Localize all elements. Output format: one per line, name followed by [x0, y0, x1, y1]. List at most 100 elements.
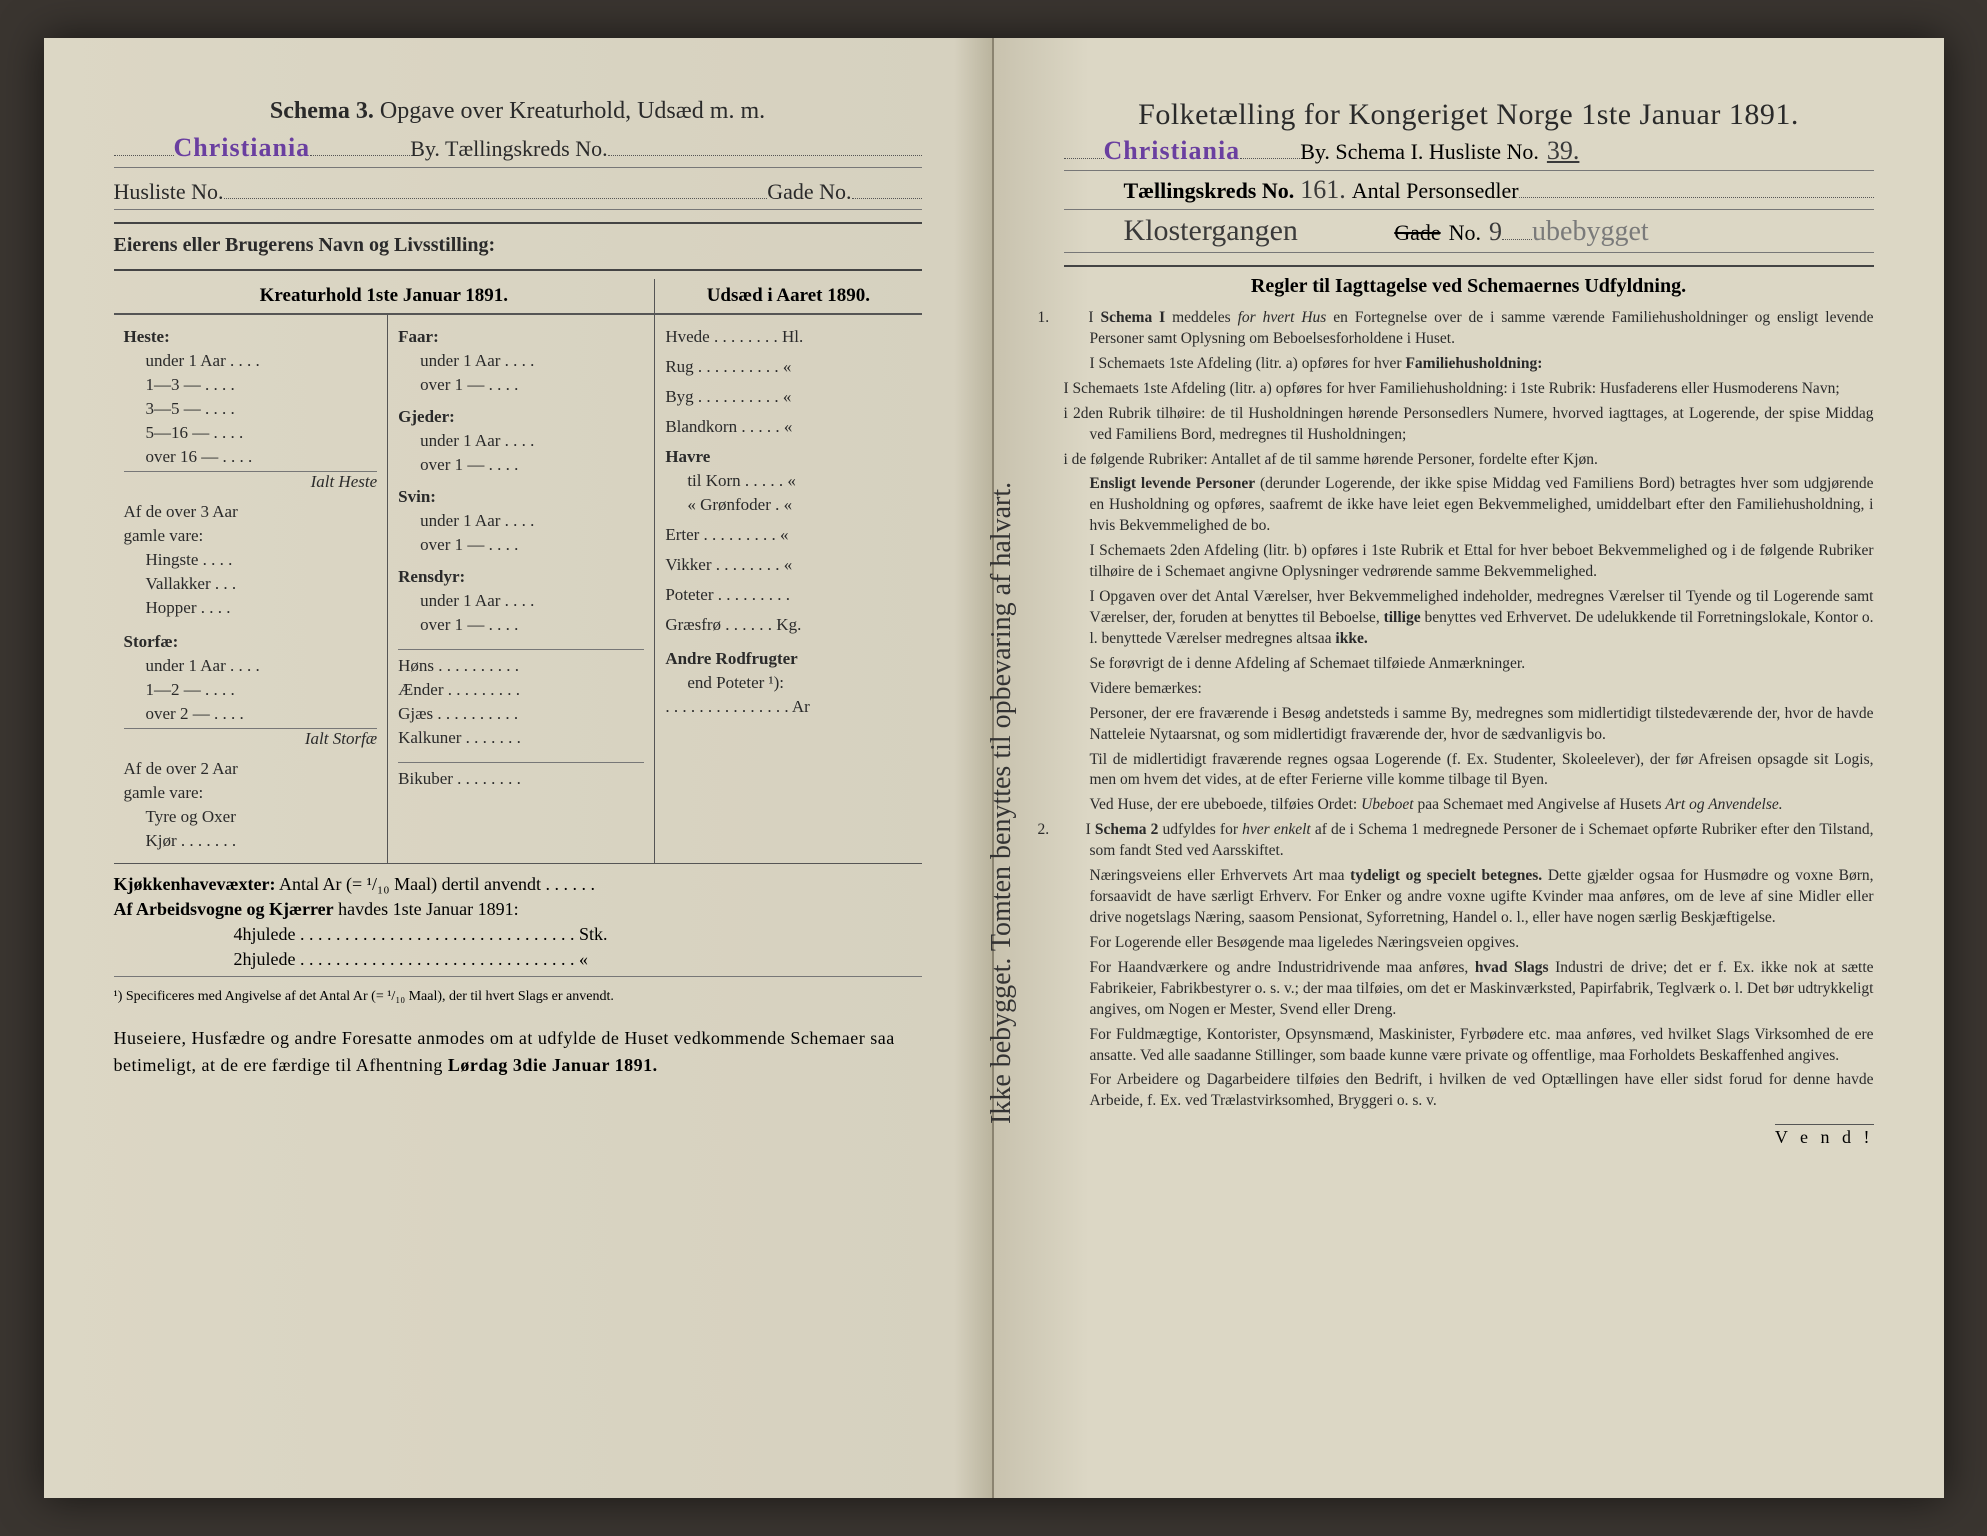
- ubebygget-hand: ubebygget: [1532, 216, 1649, 248]
- right-title: Folketælling for Kongeriget Norge 1ste J…: [1064, 98, 1874, 132]
- heste-r3: 5—16 — . . . .: [124, 423, 378, 443]
- rensdyr-r0: under 1 Aar . . . .: [398, 591, 644, 611]
- gamle-vare2: gamle vare:: [124, 783, 378, 803]
- rule-p11: Til de midlertidigt fraværende regnes og…: [1064, 750, 1874, 792]
- af-over2: Af de over 2 Aar: [124, 759, 378, 779]
- gjaes: Gjæs . . . . . . . . . .: [398, 704, 644, 724]
- book-spread: Schema 3. Opgave over Kreaturhold, Udsæd…: [44, 38, 1944, 1498]
- gade-no-label: No.: [1449, 220, 1481, 246]
- right-line3: Klostergangen Gade No. 9 ubebygget: [1064, 214, 1874, 253]
- svin-head: Svin:: [398, 487, 436, 506]
- arbeidsvogne-b: Af Arbeidsvogne og Kjærrer: [114, 899, 334, 919]
- right-line1: Christiania By. Schema I. Husliste No. 3…: [1064, 136, 1874, 171]
- rule-p8: Se forøvrigt de i denne Afdeling af Sche…: [1064, 654, 1874, 675]
- blandkorn: Blandkorn . . . . . «: [665, 417, 911, 437]
- christiania-stamp-left: Christiania: [174, 133, 311, 163]
- col-c: Hvede . . . . . . . . Hl. Rug . . . . . …: [655, 315, 921, 863]
- rule-p15: For Logerende eller Besøgende maa ligele…: [1064, 933, 1874, 954]
- rensdyr-head: Rensdyr:: [398, 567, 465, 586]
- left-page: Schema 3. Opgave over Kreaturhold, Udsæd…: [44, 38, 994, 1498]
- col-b: Faar: under 1 Aar . . . . over 1 — . . .…: [388, 315, 655, 863]
- vend-label: V e n d !: [1775, 1124, 1874, 1148]
- rule-p10: Personer, der ere fraværende i Besøg and…: [1064, 704, 1874, 746]
- andre-head: Andre Rodfrugter: [665, 649, 797, 668]
- graesfro: Græsfrø . . . . . . Kg.: [665, 615, 911, 635]
- bikuber: Bikuber . . . . . . . .: [398, 769, 644, 789]
- gamle-vare: gamle vare:: [124, 526, 378, 546]
- heste-r2: 3—5 — . . . .: [124, 399, 378, 419]
- faar-head: Faar:: [398, 327, 439, 346]
- vallakker: Vallakker . . .: [124, 574, 378, 594]
- christiania-stamp-right: Christiania: [1104, 136, 1241, 166]
- gjeder-head: Gjeder:: [398, 407, 455, 426]
- fourhj: 4hjulede . . . . . . . . . . . . . . . .…: [114, 924, 922, 945]
- twohj: 2hjulede . . . . . . . . . . . . . . . .…: [114, 949, 922, 970]
- byg: Byg . . . . . . . . . . «: [665, 387, 911, 407]
- rule-p17: For Fuldmægtige, Kontorister, Opsynsmænd…: [1064, 1025, 1874, 1067]
- ialt-storfae: Ialt Storfæ: [124, 728, 378, 749]
- tyre: Tyre og Oxer: [124, 807, 378, 827]
- husliste-label: Husliste No.: [114, 179, 224, 205]
- right-page: Ikke bebygget. Tomten benyttes til opbev…: [994, 38, 1944, 1498]
- left-line1: Christiania By. Tællingskreds No.: [114, 133, 922, 168]
- havre-gron: « Grønfoder . «: [665, 495, 911, 515]
- heste-r1: 1—3 — . . . .: [124, 375, 378, 395]
- rule-p6: I Schemaets 2den Afdeling (litr. b) opfø…: [1064, 541, 1874, 583]
- eier-label: Eierens eller Brugerens Navn og Livsstil…: [114, 234, 922, 257]
- andre-sub: end Poteter ¹):: [665, 673, 911, 693]
- heste-head: Heste:: [124, 327, 170, 346]
- faar-r1: over 1 — . . . .: [398, 375, 644, 395]
- havre-korn: til Korn . . . . . «: [665, 471, 911, 491]
- by-tk-label: By. Tællingskreds No.: [410, 136, 607, 162]
- havre-head: Havre: [665, 447, 710, 466]
- af-over3: Af de over 3 Aar: [124, 502, 378, 522]
- ialt-heste: Ialt Heste: [124, 471, 378, 492]
- heste-r4: over 16 — . . . .: [124, 447, 378, 467]
- arbeidsvogne-rest: havdes 1ste Januar 1891:: [338, 899, 518, 919]
- rule-p9: Videre bemærkes:: [1064, 679, 1874, 700]
- hingste: Hingste . . . .: [124, 550, 378, 570]
- kjokken-label: Kjøkkenhavevæxter:: [114, 874, 276, 894]
- faar-r0: under 1 Aar . . . .: [398, 351, 644, 371]
- gade-label: Gade No.: [767, 179, 851, 205]
- kjokken-rest: Antal Ar (= ¹/₁₀ Maal) dertil anvendt . …: [279, 874, 595, 894]
- col-a: Heste: under 1 Aar . . . . 1—3 — . . . .…: [114, 315, 389, 863]
- tk-no: 161.: [1300, 175, 1346, 205]
- poteter: Poteter . . . . . . . . .: [665, 585, 911, 605]
- rule-p2: I Schemaets 1ste Afdeling (litr. a) opfø…: [1064, 379, 1874, 400]
- col-head-udsaed: Udsæd i Aaret 1890.: [655, 279, 921, 314]
- rule-p18: For Arbeidere og Dagarbeidere tilføies d…: [1064, 1070, 1874, 1112]
- rensdyr-r1: over 1 — . . . .: [398, 615, 644, 635]
- hvede: Hvede . . . . . . . . Hl.: [665, 327, 911, 347]
- hons: Høns . . . . . . . . . .: [398, 656, 644, 676]
- marginal-handwriting: Ikke bebygget. Tomten benyttes til opbev…: [986, 188, 1032, 1418]
- erter: Erter . . . . . . . . . «: [665, 525, 911, 545]
- closing-text: Huseiere, Husfædre og andre Foresatte an…: [114, 1025, 922, 1079]
- kalkuner: Kalkuner . . . . . . .: [398, 728, 644, 748]
- rules-head: Regler til Iagttagelse ved Schemaernes U…: [1064, 275, 1874, 298]
- storfae-head: Storfæ:: [124, 632, 179, 651]
- storfae-r0: under 1 Aar . . . .: [124, 656, 378, 676]
- gjeder-r1: over 1 — . . . .: [398, 455, 644, 475]
- heste-r0: under 1 Aar . . . .: [124, 351, 378, 371]
- schema3-label: Schema 3.: [270, 98, 374, 124]
- gade-no: 9: [1489, 217, 1502, 247]
- left-title: Schema 3. Opgave over Kreaturhold, Udsæd…: [114, 98, 922, 125]
- rule-p4: i de følgende Rubriker: Antallet af de t…: [1064, 450, 1874, 471]
- antal-label: Antal Personsedler: [1352, 178, 1519, 204]
- storfae-r1: 1—2 — . . . .: [124, 680, 378, 700]
- storfae-r2: over 2 — . . . .: [124, 704, 378, 724]
- andre-ar: . . . . . . . . . . . . . . . Ar: [665, 697, 911, 717]
- schema3-rest: Opgave over Kreaturhold, Udsæd m. m.: [380, 98, 765, 124]
- husliste-no: 39.: [1547, 136, 1580, 166]
- rule-p3: i 2den Rubrik tilhøire: de til Husholdni…: [1064, 404, 1874, 446]
- svin-r1: over 1 — . . . .: [398, 535, 644, 555]
- right-line2: Tællingskreds No. 161. Antal Personsedle…: [1064, 175, 1874, 210]
- vikker: Vikker . . . . . . . . «: [665, 555, 911, 575]
- gade-hand: Klostergangen: [1124, 214, 1298, 248]
- rug: Rug . . . . . . . . . . «: [665, 357, 911, 377]
- rules-body: 1. I Schema I meddeles for hvert Hus en …: [1064, 308, 1874, 1112]
- gade-strike: Gade: [1394, 220, 1440, 246]
- gjeder-r0: under 1 Aar . . . .: [398, 431, 644, 451]
- kjor: Kjør . . . . . . .: [124, 831, 378, 851]
